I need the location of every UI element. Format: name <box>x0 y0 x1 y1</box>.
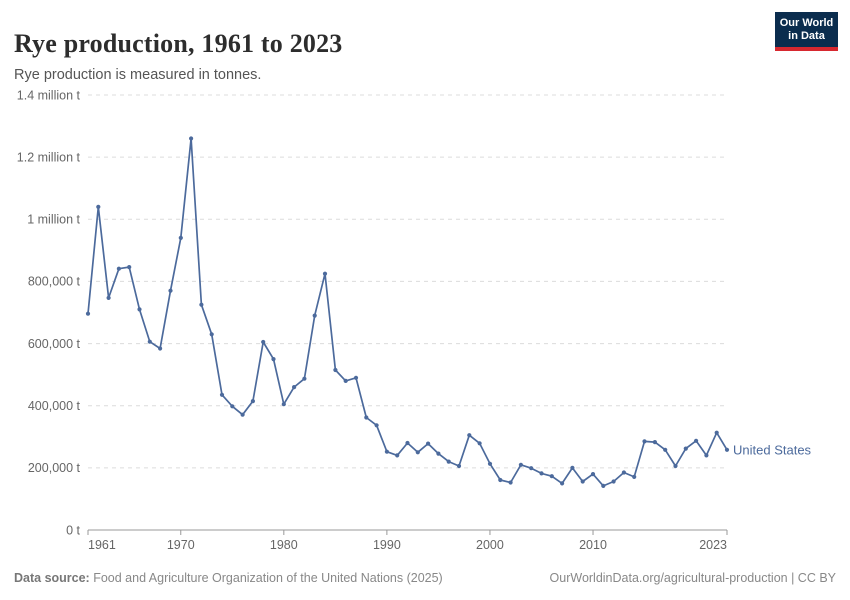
data-point[interactable] <box>395 453 400 458</box>
data-point[interactable] <box>601 483 606 488</box>
data-source-text: Food and Agriculture Organization of the… <box>89 571 443 585</box>
data-point[interactable] <box>652 440 658 445</box>
x-tick-label: 1970 <box>167 538 195 552</box>
line-chart[interactable]: 0 t 200,000 t 400,000 t 600,000 t 800,000 t 1… <box>0 80 850 555</box>
x-axis: 1961 1970 1980 1990 2000 2010 2023 <box>87 529 728 552</box>
data-point[interactable] <box>240 412 245 417</box>
x-tick-label: 1961 <box>88 538 116 552</box>
data-point[interactable] <box>353 375 359 380</box>
data-point[interactable] <box>322 271 328 276</box>
data-point[interactable] <box>312 313 317 318</box>
data-point[interactable] <box>281 402 286 407</box>
data-point[interactable] <box>426 441 431 446</box>
page-title: Rye production, 1961 to 2023 <box>14 29 343 59</box>
data-point[interactable] <box>302 376 307 381</box>
data-point[interactable] <box>694 438 699 443</box>
data-point[interactable] <box>683 446 688 451</box>
data-point[interactable] <box>456 463 462 469</box>
data-source-label: Data source: <box>14 571 90 585</box>
data-point[interactable] <box>560 481 565 486</box>
y-gridlines <box>88 94 727 469</box>
series-end-label[interactable]: United States <box>733 442 812 457</box>
data-point[interactable] <box>436 451 441 456</box>
credit-link[interactable]: OurWorldinData.org/agricultural-producti… <box>549 571 836 585</box>
data-point[interactable] <box>127 265 132 270</box>
x-tick-label: 1980 <box>270 538 298 552</box>
data-point[interactable] <box>209 332 214 337</box>
x-tick-label: 2010 <box>579 538 607 552</box>
data-point[interactable] <box>632 474 637 479</box>
data-point[interactable] <box>405 440 410 446</box>
data-point[interactable] <box>158 346 163 351</box>
data-point[interactable] <box>292 385 297 390</box>
data-point[interactable] <box>590 472 596 477</box>
x-tick-label: 2023 <box>699 538 727 552</box>
data-points[interactable] <box>85 136 730 488</box>
owid-logo[interactable]: Our World in Data <box>775 12 838 51</box>
data-point[interactable] <box>477 441 482 446</box>
data-point[interactable] <box>549 474 554 479</box>
y-tick-label: 400,000 t <box>28 399 81 413</box>
data-point[interactable] <box>580 479 585 484</box>
chart-footer: Data source: Food and Agriculture Organi… <box>14 571 836 585</box>
data-source: Data source: Food and Agriculture Organi… <box>14 571 443 585</box>
data-point[interactable] <box>539 471 544 476</box>
data-point[interactable] <box>261 339 266 345</box>
series-line-united-states[interactable] <box>87 137 728 487</box>
owid-logo-line1: Our World <box>779 17 834 29</box>
data-point[interactable] <box>96 204 101 209</box>
data-point[interactable] <box>168 288 173 293</box>
data-point[interactable] <box>663 447 668 452</box>
data-point[interactable] <box>189 136 194 141</box>
data-point[interactable] <box>467 433 472 438</box>
owid-logo-line2: in Data <box>788 30 825 42</box>
x-tick-label: 1990 <box>373 538 401 552</box>
data-point[interactable] <box>529 466 534 471</box>
data-point[interactable] <box>611 479 616 484</box>
data-point[interactable] <box>85 311 91 316</box>
data-point[interactable] <box>116 266 121 271</box>
data-point[interactable] <box>374 423 379 428</box>
y-tick-label: 1 million t <box>27 213 80 227</box>
y-tick-label: 0 t <box>66 523 80 537</box>
data-point[interactable] <box>415 450 420 455</box>
data-point[interactable] <box>498 477 503 483</box>
data-point[interactable] <box>704 453 709 458</box>
data-point[interactable] <box>250 399 255 404</box>
data-point[interactable] <box>487 461 493 466</box>
y-tick-label: 600,000 t <box>28 337 81 351</box>
y-tick-label: 200,000 t <box>28 461 81 475</box>
data-point[interactable] <box>147 339 152 344</box>
data-point[interactable] <box>724 447 730 452</box>
data-point[interactable] <box>343 378 348 383</box>
data-point[interactable] <box>621 470 627 475</box>
data-point[interactable] <box>446 459 451 464</box>
data-point[interactable] <box>137 307 142 312</box>
data-point[interactable] <box>333 367 338 373</box>
data-point[interactable] <box>518 462 524 467</box>
data-point[interactable] <box>384 449 389 454</box>
data-point[interactable] <box>364 415 369 420</box>
y-axis-labels: 0 t 200,000 t 400,000 t 600,000 t 800,000 t 1… <box>17 88 81 537</box>
y-tick-label: 800,000 t <box>28 275 81 289</box>
data-point[interactable] <box>570 465 575 470</box>
chart-subtitle: Rye production is measured in tonnes. <box>14 66 262 83</box>
data-point[interactable] <box>219 392 225 397</box>
data-point[interactable] <box>642 439 647 444</box>
y-tick-label: 1.4 million t <box>17 88 81 102</box>
data-point[interactable] <box>106 295 111 300</box>
x-tick-label: 2000 <box>476 538 504 552</box>
data-point[interactable] <box>673 463 678 469</box>
data-point[interactable] <box>714 430 719 435</box>
data-point[interactable] <box>199 302 204 307</box>
data-point[interactable] <box>508 480 513 485</box>
y-tick-label: 1.2 million t <box>17 150 81 164</box>
data-point[interactable] <box>271 357 276 362</box>
data-point[interactable] <box>178 235 183 240</box>
data-point[interactable] <box>230 404 235 409</box>
